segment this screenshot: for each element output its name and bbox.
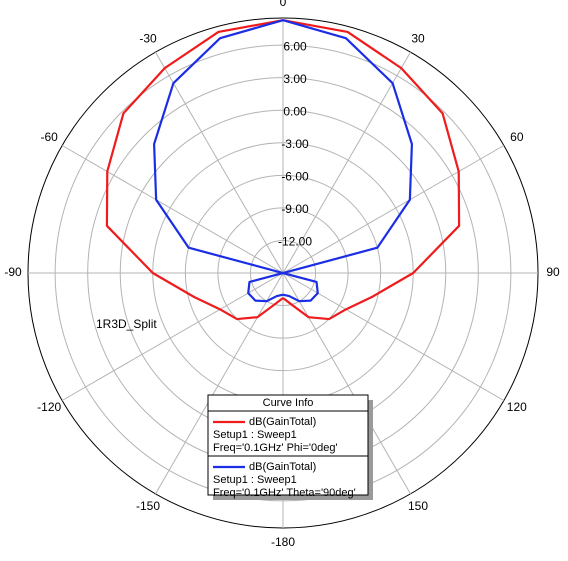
theta-tick-label: 90 [546,265,560,279]
legend-setup: Setup1 : Sweep1 [213,429,297,441]
grid-spoke [282,272,505,401]
r-tick-label: -6.00 [281,170,309,184]
legend-condition: Freq='0.1GHz' Theta='90deg' [213,487,356,499]
r-tick-label: -9.00 [281,202,309,216]
grid-spoke [282,272,411,495]
legend-name: dB(GainTotal) [249,461,316,473]
theta-tick-label: -150 [136,499,160,513]
grid-spoke [282,51,411,274]
theta-tick-label: 0 [280,0,287,9]
theta-tick-label: -120 [37,400,61,414]
r-tick-label: 3.00 [283,72,307,86]
theta-tick-label: 150 [408,499,428,513]
legend-name: dB(GainTotal) [249,416,316,428]
grid-spoke [155,51,284,274]
legend-box [207,394,369,496]
grid-spoke [61,272,284,401]
annotation: 1R3D_Split [96,317,157,331]
legend: Curve Info dB(GainTotal)Setup1 : Sweep1F… [207,394,373,500]
r-tick-label: 6.00 [283,39,307,53]
r-tick-label: -12.00 [278,235,312,249]
legend-setup: Setup1 : Sweep1 [213,474,297,486]
theta-tick-label: 120 [507,400,527,414]
grid-spoke [61,145,284,274]
r-tick-label: 0.00 [283,104,307,118]
theta-tick-label: -90 [4,265,22,279]
legend-condition: Freq='0.1GHz' Phi='0deg' [213,442,338,454]
legend-title: Curve Info [263,397,314,409]
grid-spoke [155,272,284,495]
theta-tick-label: -180 [271,535,295,549]
grid-spoke [282,145,505,274]
theta-tick-label: 30 [411,31,425,45]
theta-tick-label: -30 [139,31,157,45]
r-tick-label: -3.00 [281,137,309,151]
theta-tick-label: 60 [510,130,524,144]
theta-tick-label: -60 [41,130,59,144]
curve [153,19,413,303]
